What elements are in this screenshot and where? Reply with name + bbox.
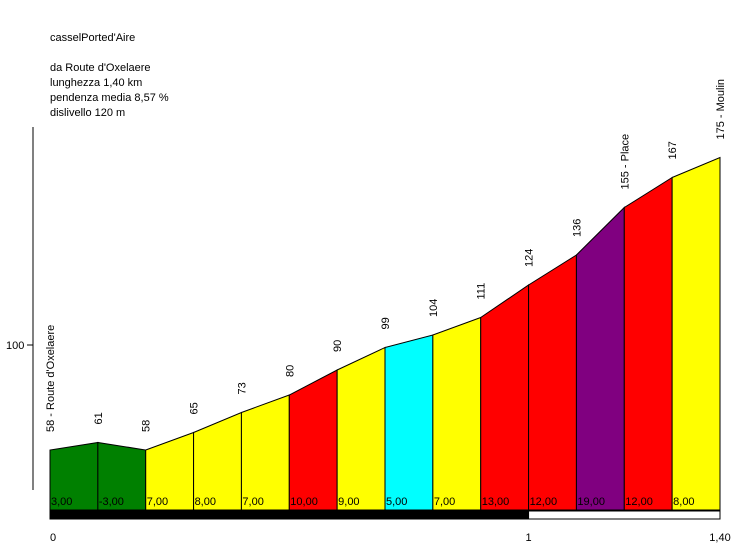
x-tick-label-1: 1 [526, 532, 532, 544]
point-label-4: 73 [236, 382, 248, 394]
point-label-7: 99 [380, 317, 392, 329]
grade-label-8: 7,00 [434, 496, 455, 508]
segment-10 [528, 254, 577, 511]
info-avg-gradient: pendenza media 8,57 % [50, 92, 169, 104]
point-label-10: 124 [524, 249, 536, 267]
distance-bar-1 [528, 510, 721, 520]
point-label-9: 111 [476, 283, 488, 300]
grade-label-7: 5,00 [386, 496, 407, 508]
point-label-1: 61 [93, 412, 105, 424]
grade-label-1: -3,00 [99, 496, 124, 508]
info-length: lunghezza 1,40 km [50, 77, 142, 89]
grade-label-2: 7,00 [147, 496, 168, 508]
segments-layer [49, 156, 721, 511]
y-tick-label: 100 [6, 340, 24, 352]
grade-label-3: 8,00 [195, 496, 216, 508]
segment-6 [336, 346, 386, 511]
info-start: da Route d'Oxelaere [50, 62, 151, 74]
point-label-14: 175 - Moulin [715, 79, 727, 140]
segment-4 [240, 394, 290, 511]
distance-bar-0 [49, 510, 530, 520]
grade-label-13: 8,00 [673, 496, 694, 508]
point-label-8: 104 [428, 299, 440, 317]
point-label-3: 65 [189, 402, 201, 414]
grade-label-9: 13,00 [482, 496, 510, 508]
segment-5 [288, 369, 338, 511]
grade-label-12: 12,00 [625, 496, 653, 508]
grade-label-6: 9,00 [338, 496, 359, 508]
grade-label-4: 7,00 [242, 496, 263, 508]
point-label-5: 80 [284, 365, 296, 377]
x-tick-label-2: 1,40 [709, 532, 730, 544]
segment-12 [623, 176, 673, 511]
point-label-11: 136 [571, 219, 583, 237]
point-label-0: 58 - Route d'Oxelaere [45, 325, 57, 432]
grade-label-11: 19,00 [577, 496, 605, 508]
segment-9 [480, 284, 530, 511]
segment-11 [575, 206, 625, 511]
point-label-6: 90 [332, 340, 344, 352]
grade-label-5: 10,00 [290, 496, 318, 508]
point-label-13: 167 [667, 141, 679, 159]
labels-layer: 3,00 -3,00 7,00 8,00 7,00 10,00 9,00 5,00 7,00 13… [45, 79, 727, 508]
point-label-12: 155 - Place [619, 134, 631, 190]
segment-8 [432, 316, 482, 511]
x-tick-label-0: 0 [50, 532, 56, 544]
chart-title: casselPorted'Aire [50, 32, 135, 44]
axis-layer: 100 0 1 1,40 [6, 127, 731, 544]
segment-7 [384, 334, 434, 511]
info-elevation-gain: dislivello 120 m [50, 107, 125, 119]
segment-13 [671, 156, 721, 511]
grade-label-0: 3,00 [51, 496, 72, 508]
point-label-2: 58 [141, 420, 153, 432]
grade-label-10: 12,00 [530, 496, 558, 508]
